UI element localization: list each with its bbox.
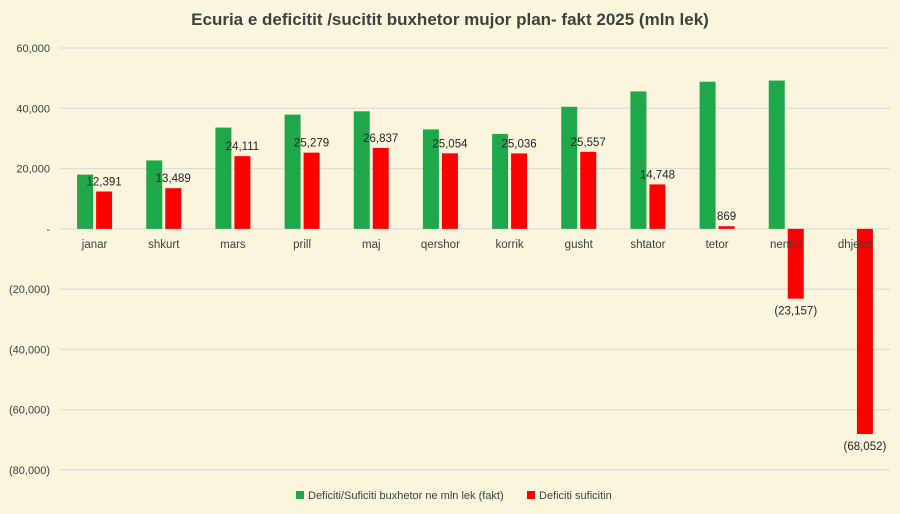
y-tick-label: 60,000: [16, 43, 50, 55]
category-labels: janar shkurt mars prill maj qershor korrik gush…: [81, 239, 873, 251]
category-label-shkurt: shkurt: [148, 239, 180, 251]
bar-fakt-maj: [353, 111, 370, 229]
category-label-nentor: nentor: [770, 239, 803, 251]
bar-deficiti-qershor: [441, 153, 458, 229]
data-label-shtator: 14,748: [640, 169, 675, 181]
bar-deficiti-nentor: [787, 228, 804, 299]
category-label-korrik: korrik: [496, 239, 524, 251]
y-tick-label: -: [46, 224, 50, 236]
data-label-shkurt: 13,489: [156, 173, 191, 185]
chart-title: Ecuria e deficitit /sucitit buxhetor muj…: [191, 10, 709, 29]
bar-deficiti-tetor: [718, 226, 735, 229]
bar-fakt-mars: [215, 127, 232, 229]
data-label-janar: 12,391: [86, 177, 121, 189]
bar-fakt-qershor: [422, 129, 439, 229]
bar-fakt-shtator: [630, 91, 647, 229]
category-label-janar: janar: [81, 239, 108, 251]
data-label-tetor: 869: [717, 211, 736, 223]
category-label-qershor: qershor: [421, 239, 460, 251]
bar-deficiti-shkurt: [165, 188, 182, 229]
data-label-korrik: 25,036: [501, 138, 536, 150]
gridlines: [60, 47, 890, 471]
legend-swatch-red: [527, 491, 535, 499]
category-label-dhjetor: dhjetor: [838, 239, 873, 251]
data-label-qershor: 25,054: [432, 138, 468, 150]
bar-fakt-nentor: [768, 80, 785, 229]
bar-deficiti-shtator: [649, 184, 666, 229]
y-tick-label: (20,000): [9, 284, 50, 296]
bar-fakt-prill: [284, 114, 301, 229]
data-label-gusht: 25,557: [571, 137, 606, 149]
bar-deficiti-gusht: [580, 151, 597, 229]
y-tick-label: (40,000): [9, 344, 50, 356]
bar-deficiti-dhjetor: [856, 228, 873, 434]
bar-deficiti-korrik: [511, 153, 528, 229]
category-label-prill: prill: [293, 239, 311, 251]
data-label-dhjetor: (68,052): [843, 441, 886, 453]
legend-label-fakt: Deficiti/Suficiti buxhetor ne mln lek (f…: [308, 490, 504, 502]
bars: [77, 80, 873, 434]
category-label-maj: maj: [362, 239, 381, 251]
bar-fakt-janar: [77, 174, 94, 229]
y-tick-label: (60,000): [9, 405, 50, 417]
y-tick-label: (80,000): [9, 465, 50, 477]
data-label-prill: 25,279: [294, 138, 329, 150]
data-label-maj: 26,837: [363, 133, 398, 145]
bar-deficiti-mars: [234, 156, 251, 229]
legend-label-deficiti: Deficiti suficitin: [539, 490, 612, 502]
category-label-shtator: shtator: [630, 239, 665, 251]
bar-fakt-gusht: [561, 106, 578, 229]
data-labels: 12,391 13,489 24,111 25,279 26,837 25,054 25,0…: [86, 133, 886, 453]
bar-deficiti-maj: [372, 147, 389, 229]
category-label-tetor: tetor: [706, 239, 729, 251]
bar-deficiti-janar: [96, 191, 113, 229]
legend-swatch-green: [296, 491, 304, 499]
bar-fakt-korrik: [492, 133, 509, 229]
category-label-mars: mars: [220, 239, 246, 251]
category-label-gusht: gusht: [565, 239, 594, 251]
y-tick-label: 20,000: [16, 164, 50, 176]
data-label-nentor: (23,157): [774, 306, 817, 318]
data-label-mars: 24,111: [226, 141, 259, 153]
bar-fakt-tetor: [699, 81, 716, 229]
bar-deficiti-prill: [303, 152, 320, 229]
y-tick-label: 40,000: [16, 103, 50, 115]
legend: Deficiti/Suficiti buxhetor ne mln lek (f…: [296, 490, 612, 502]
bar-fakt-shkurt: [146, 160, 163, 229]
y-axis-ticks: 60,000 40,000 20,000 - (20,000) (40,000) (60,0…: [9, 43, 50, 477]
